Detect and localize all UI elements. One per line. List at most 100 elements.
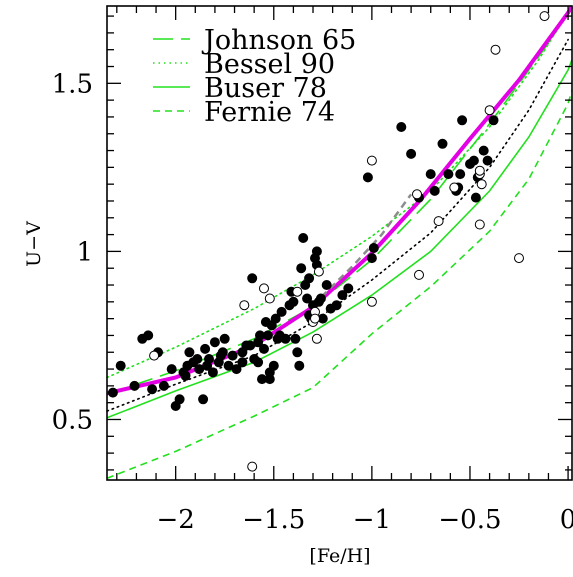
data-point-open xyxy=(310,313,320,324)
data-point-open xyxy=(292,286,303,297)
data-point-filled xyxy=(425,169,436,180)
ticks-layer: −2 −1.5 −1 −0.5 0 0.5 1 1.5 xyxy=(52,6,573,535)
data-point-filled xyxy=(174,394,185,405)
data-point-filled xyxy=(198,394,209,405)
data-point-filled xyxy=(331,300,342,311)
data-point-filled xyxy=(107,387,118,398)
x-tick-label: −1 xyxy=(353,505,391,535)
data-point-open xyxy=(259,283,269,294)
curve-buser-78 xyxy=(106,59,573,419)
x-tick-label: −0.5 xyxy=(438,505,501,535)
data-point-open xyxy=(414,269,424,280)
y-axis-label: U−V xyxy=(23,221,45,267)
data-point-filled xyxy=(406,148,417,159)
data-point-filled xyxy=(184,347,195,358)
data-point-filled xyxy=(437,138,448,149)
curve-series-6 xyxy=(106,38,569,412)
data-point-open xyxy=(247,461,258,472)
data-point-open xyxy=(490,44,501,55)
data-point-filled xyxy=(457,115,468,126)
data-point-open xyxy=(412,189,422,200)
data-point-filled xyxy=(129,380,140,391)
data-point-open xyxy=(476,179,487,190)
y-tick-label: 1 xyxy=(76,237,93,267)
data-point-filled xyxy=(227,350,238,361)
data-point-filled xyxy=(200,343,211,354)
data-point-open xyxy=(149,350,160,361)
data-point-open xyxy=(514,253,524,264)
data-point-filled xyxy=(290,333,301,344)
data-point-filled xyxy=(204,354,214,364)
data-point-filled xyxy=(478,145,489,156)
data-point-filled xyxy=(192,354,203,364)
data-point-filled xyxy=(158,380,169,391)
data-point-filled xyxy=(143,330,154,341)
data-point-open xyxy=(264,293,275,304)
curve-fernie-74 xyxy=(106,89,573,480)
data-point-filled xyxy=(366,253,377,264)
data-point-filled xyxy=(231,364,242,375)
data-point-filled xyxy=(253,357,264,368)
data-point-filled xyxy=(470,192,481,203)
data-point-filled xyxy=(488,115,499,126)
data-point-filled xyxy=(207,367,218,378)
data-point-filled xyxy=(264,374,275,385)
legend-label-buser-78: Buser 78 xyxy=(204,73,327,104)
data-point-filled xyxy=(311,246,322,257)
data-point-filled xyxy=(455,169,466,180)
x-tick-label: −2 xyxy=(157,505,195,535)
curve-series-4 xyxy=(106,4,573,396)
data-point-filled xyxy=(268,360,279,371)
data-point-open xyxy=(239,300,250,311)
data-point-filled xyxy=(259,343,269,354)
data-point-open xyxy=(366,155,377,166)
data-point-filled xyxy=(288,296,299,307)
data-point-filled xyxy=(296,263,307,274)
data-point-filled xyxy=(292,347,303,358)
data-point-open xyxy=(539,11,550,22)
data-point-open xyxy=(366,296,377,307)
curve-bessel-90 xyxy=(106,5,573,379)
curve-johnson-65 xyxy=(106,5,573,396)
data-point-open xyxy=(484,105,495,116)
data-point-filled xyxy=(115,360,126,371)
data-point-filled xyxy=(262,330,273,341)
data-point-filled xyxy=(482,155,493,166)
data-point-filled xyxy=(253,337,264,348)
data-point-open xyxy=(313,266,324,277)
data-point-filled xyxy=(209,337,220,348)
x-tick-label: 0 xyxy=(560,505,573,535)
data-point-open xyxy=(311,333,322,344)
y-tick-label: 0.5 xyxy=(52,405,93,435)
data-point-open xyxy=(474,219,485,230)
data-point-open xyxy=(474,165,485,176)
data-point-filled xyxy=(237,357,248,368)
y-tick-label: 1.5 xyxy=(52,69,93,99)
legend-label-bessel-90: Bessel 90 xyxy=(204,49,335,80)
data-point-open xyxy=(433,216,444,227)
data-point-filled xyxy=(368,243,379,253)
x-tick-label: −1.5 xyxy=(242,505,305,535)
data-point-filled xyxy=(147,384,158,395)
data-point-filled xyxy=(362,172,373,183)
legend-label-johnson-65: Johnson 65 xyxy=(201,25,356,56)
data-point-filled xyxy=(468,155,479,166)
x-axis-label: [Fe/H] xyxy=(309,545,370,567)
data-point-filled xyxy=(294,360,305,371)
data-point-filled xyxy=(443,169,454,180)
data-point-filled xyxy=(321,280,332,290)
data-point-filled xyxy=(166,364,177,375)
data-point-filled xyxy=(270,313,281,324)
data-point-filled xyxy=(343,283,354,294)
data-point-filled xyxy=(429,185,440,196)
data-point-filled xyxy=(302,293,313,304)
data-point-filled xyxy=(219,333,230,344)
curve-series-5 xyxy=(312,193,413,307)
data-point-filled xyxy=(247,273,258,284)
data-point-filled xyxy=(298,233,309,243)
data-point-filled xyxy=(215,350,226,361)
data-point-filled xyxy=(280,333,291,344)
data-point-filled xyxy=(396,122,407,132)
